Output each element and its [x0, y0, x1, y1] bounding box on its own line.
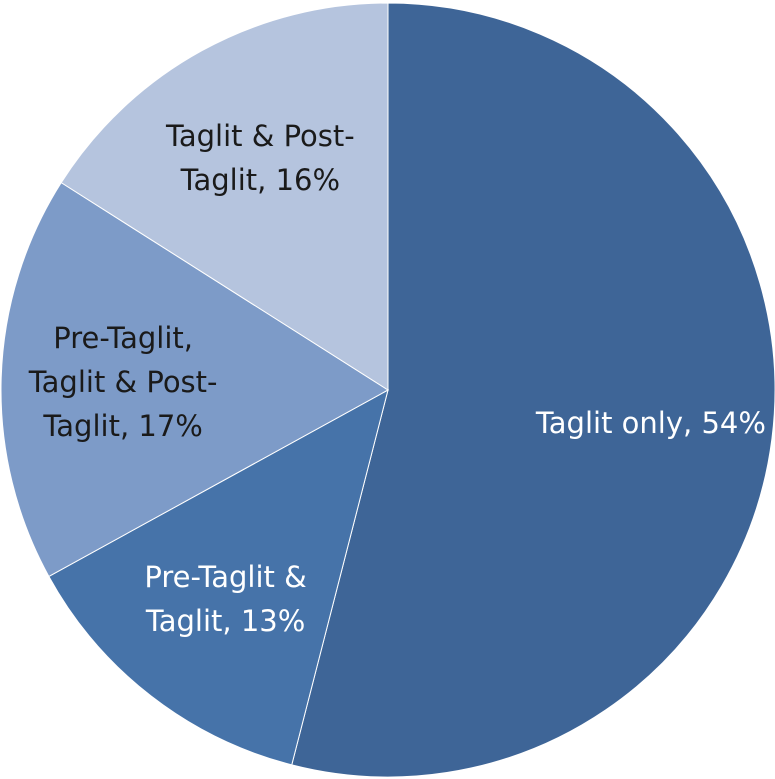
data-label: Pre-Taglit, Taglit & Post-Taglit, 17% [28, 320, 218, 443]
pie-slice [60, 2, 389, 391]
pie-slice [291, 2, 775, 778]
data-label: Pre-Taglit & Taglit, 13% [144, 560, 307, 639]
data-label: Taglit only, 54% [535, 406, 766, 441]
pie-slice [0, 181, 389, 578]
data-label: Taglit & Post-Taglit, 16% [165, 118, 355, 197]
pie-slice [48, 389, 389, 766]
